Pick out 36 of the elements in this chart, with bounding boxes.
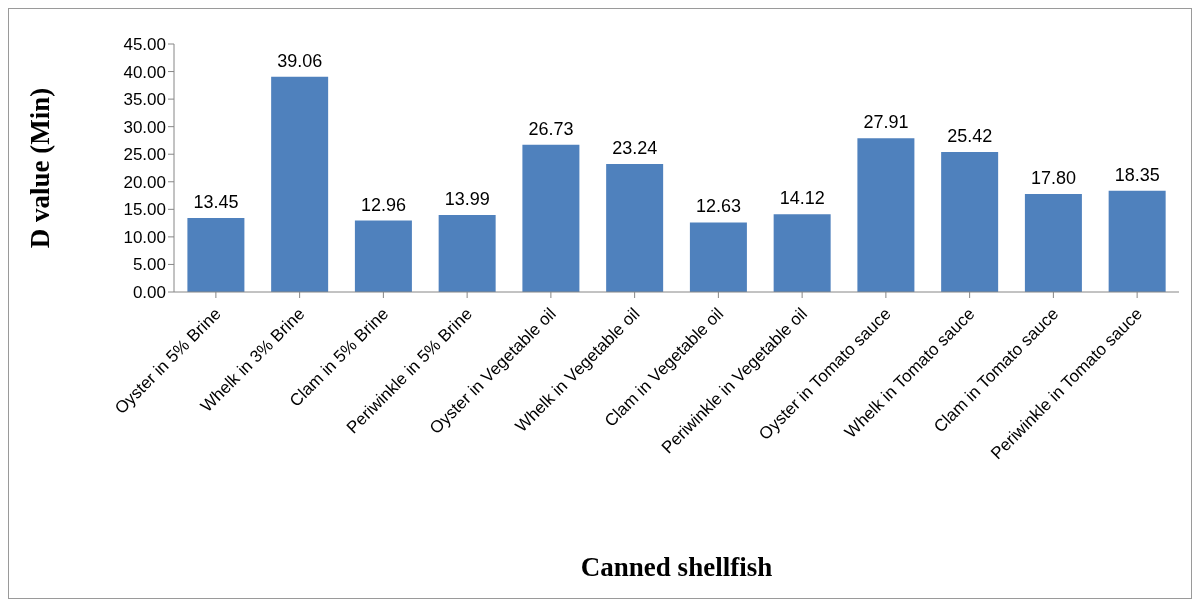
bar [354, 220, 412, 292]
y-tick-label: 30.00 [123, 117, 166, 137]
bar [438, 214, 496, 292]
bar [187, 217, 245, 292]
y-tick-label: 35.00 [123, 90, 166, 110]
bar [271, 76, 329, 292]
bar [689, 222, 747, 292]
y-axis-title: D value (Min) [24, 87, 55, 249]
bar [941, 151, 999, 292]
data-label: 39.06 [277, 50, 323, 71]
y-tick-label: 15.00 [123, 200, 166, 220]
y-tick-label: 40.00 [123, 62, 166, 82]
y-tick-label: 20.00 [123, 172, 166, 192]
data-label: 23.24 [612, 137, 658, 158]
bar [1108, 190, 1166, 292]
data-label: 13.45 [193, 191, 239, 212]
bar [857, 138, 915, 292]
data-label: 13.99 [444, 188, 490, 209]
bar [773, 214, 831, 292]
y-tick-label: 45.00 [123, 35, 166, 55]
bar [522, 144, 580, 292]
data-label: 14.12 [779, 188, 825, 209]
y-tick-label: 10.00 [123, 227, 166, 247]
x-axis-title: Canned shellfish [580, 552, 773, 582]
data-label: 27.91 [863, 112, 909, 133]
data-label: 25.42 [947, 125, 993, 146]
y-tick-label: 0.00 [132, 283, 166, 303]
bar [606, 163, 664, 292]
data-label: 17.80 [1030, 167, 1076, 188]
bar [1024, 193, 1082, 292]
data-label: 18.35 [1114, 164, 1160, 185]
y-tick-label: 25.00 [123, 145, 166, 165]
data-label: 12.63 [695, 196, 741, 217]
data-label: 26.73 [528, 118, 574, 139]
y-tick-label: 5.00 [132, 255, 166, 275]
data-label: 12.96 [360, 194, 406, 215]
